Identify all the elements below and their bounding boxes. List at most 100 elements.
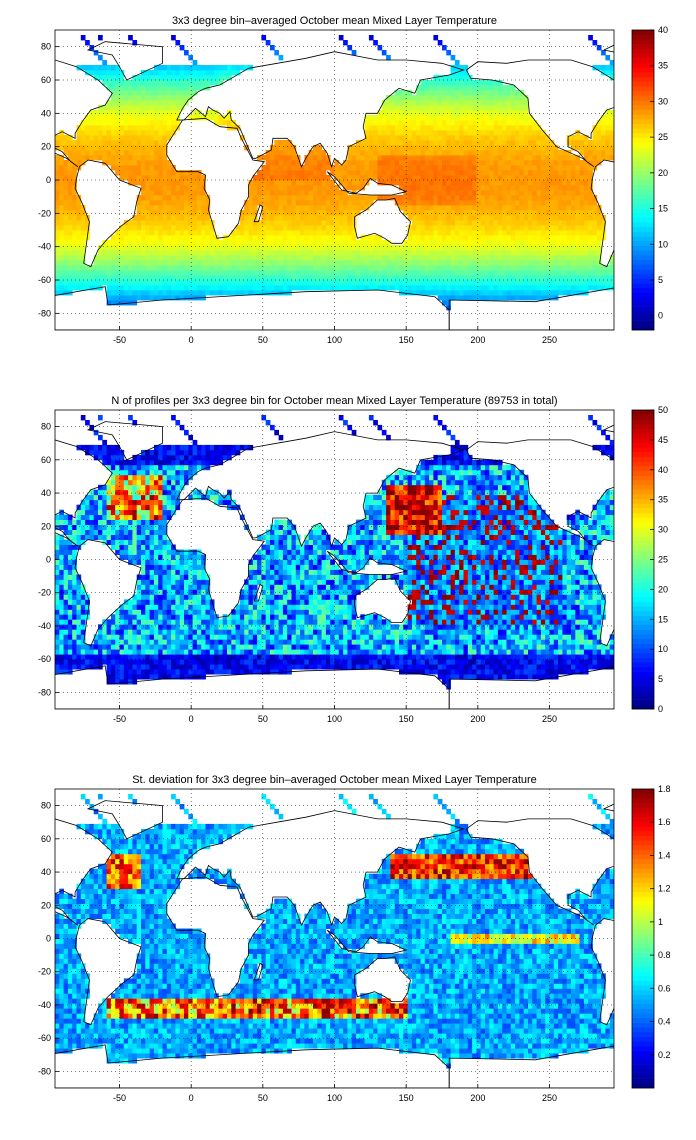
heatmap-cell	[429, 140, 434, 146]
heatmap-cell	[123, 110, 129, 116]
heatmap-cell	[523, 265, 529, 271]
heatmap-cell	[459, 155, 464, 161]
heatmap-cell	[489, 290, 494, 296]
heatmap-cell	[171, 215, 176, 221]
heatmap-cell	[166, 250, 172, 256]
heatmap-cell	[338, 235, 344, 241]
heatmap-cell	[196, 205, 202, 211]
heatmap-cell	[536, 230, 542, 236]
heatmap-cell	[459, 125, 464, 131]
heatmap-cell	[158, 185, 163, 191]
heatmap-cell	[433, 270, 439, 276]
heatmap-cell	[59, 285, 64, 291]
heatmap-cell	[437, 75, 443, 81]
heatmap-cell	[424, 115, 430, 121]
heatmap-cell	[446, 185, 451, 191]
heatmap-cell	[80, 210, 86, 216]
heatmap-cell	[145, 240, 150, 246]
heatmap-cell	[420, 230, 426, 236]
heatmap-cell	[106, 65, 112, 71]
heatmap-cell	[128, 674, 133, 680]
heatmap-cell	[128, 235, 133, 241]
heatmap-cell	[480, 205, 486, 211]
heatmap-cell	[545, 235, 550, 241]
heatmap-cell	[571, 240, 576, 246]
heatmap-cell	[72, 155, 77, 161]
heatmap-cell	[55, 285, 60, 291]
heatmap-cell	[506, 125, 512, 131]
heatmap-cell	[188, 290, 193, 296]
heatmap-cell	[381, 120, 387, 126]
heatmap-cell	[446, 200, 451, 206]
heatmap-cell	[261, 260, 267, 266]
heatmap-cell	[304, 220, 310, 226]
heatmap-cell	[145, 145, 150, 151]
heatmap-cell	[141, 240, 146, 246]
heatmap-cell	[437, 185, 443, 191]
heatmap-cell	[510, 165, 516, 171]
heatmap-cell	[89, 509, 95, 516]
heatmap-cell	[321, 285, 327, 291]
heatmap-cell	[399, 100, 404, 106]
heatmap-cell	[523, 165, 529, 171]
heatmap-cell	[532, 195, 537, 201]
heatmap-cell	[553, 195, 559, 201]
heatmap-cell	[549, 215, 555, 221]
heatmap-cell	[467, 245, 473, 251]
heatmap-cell	[85, 265, 90, 271]
heatmap-cell	[519, 135, 525, 141]
heatmap-cell	[209, 110, 215, 116]
heatmap-cell	[450, 285, 456, 291]
heatmap-cell	[356, 285, 361, 291]
heatmap-cell	[450, 225, 456, 231]
heatmap-cell	[184, 230, 189, 236]
heatmap-cell	[231, 275, 236, 281]
heatmap-cell	[403, 205, 408, 211]
heatmap-cell	[373, 115, 378, 121]
heatmap-cell	[158, 280, 163, 286]
colorbar-step	[632, 287, 654, 293]
heatmap-cell	[446, 145, 451, 151]
heatmap-cell	[420, 135, 426, 141]
heatmap-cell	[149, 230, 155, 236]
heatmap-cell	[528, 135, 533, 141]
heatmap-cell	[497, 170, 503, 176]
heatmap-cell	[67, 649, 73, 655]
heatmap-cell	[162, 245, 168, 251]
heatmap-cell	[106, 270, 112, 276]
heatmap-cell	[115, 664, 120, 670]
heatmap-cell	[166, 90, 172, 96]
heatmap-cell	[102, 275, 107, 281]
heatmap-cell	[196, 195, 202, 201]
heatmap-cell	[132, 250, 138, 256]
colorbar-step	[632, 100, 654, 106]
heatmap-cell	[373, 40, 378, 46]
heatmap-cell	[231, 265, 236, 271]
heatmap-cell	[450, 140, 456, 146]
heatmap-cell	[420, 160, 426, 166]
heatmap-cell	[510, 105, 516, 111]
heatmap-cell	[510, 210, 516, 216]
heatmap-cell	[317, 255, 322, 261]
heatmap-cell	[93, 280, 99, 286]
heatmap-cell	[502, 215, 507, 221]
heatmap-cell	[368, 275, 374, 281]
heatmap-cell	[235, 265, 241, 271]
heatmap-cell	[115, 120, 120, 126]
x-tick-label: 250	[542, 335, 557, 345]
heatmap-cell	[381, 280, 387, 286]
heatmap-cell	[145, 215, 150, 221]
heatmap-cell	[158, 215, 163, 221]
heatmap-cell	[153, 255, 159, 261]
heatmap-cell	[201, 250, 206, 256]
heatmap-cell	[463, 265, 469, 271]
heatmap-cell	[605, 155, 611, 161]
heatmap-cell	[257, 200, 262, 206]
heatmap-cell	[67, 554, 73, 560]
heatmap-cell	[549, 225, 555, 231]
heatmap-cell	[480, 155, 486, 161]
heatmap-cell	[411, 275, 417, 281]
heatmap-cell	[214, 290, 219, 296]
heatmap-cell	[446, 275, 451, 281]
heatmap-cell	[403, 150, 408, 156]
